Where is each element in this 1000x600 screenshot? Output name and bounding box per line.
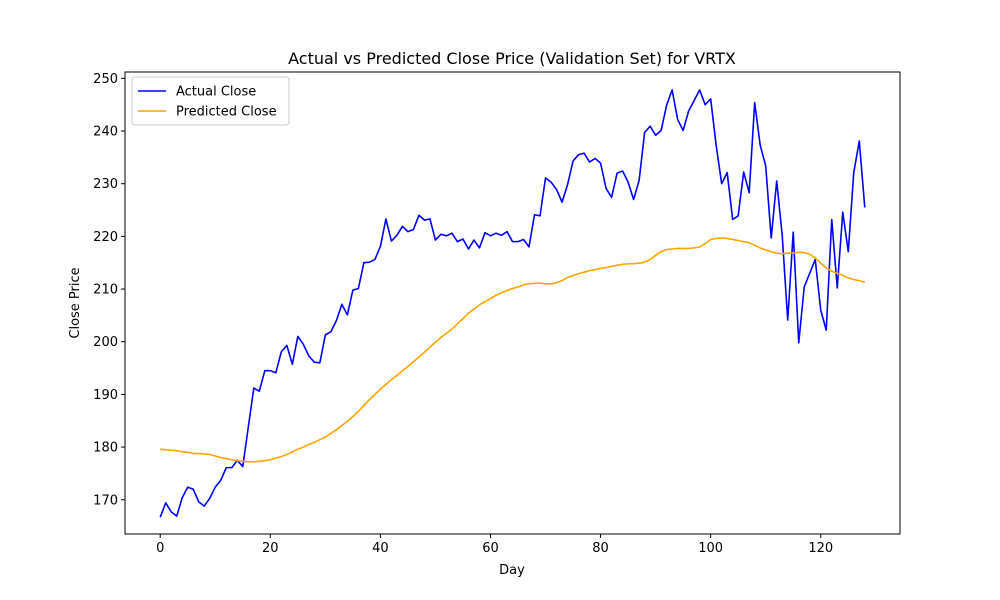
plot-area-frame — [124, 71, 901, 535]
legend-label-0: Actual Close — [176, 85, 256, 100]
x-tick-label: 120 — [808, 541, 833, 556]
chart-title: Actual vs Predicted Close Price (Validat… — [288, 49, 736, 68]
y-tick-label: 240 — [93, 125, 118, 140]
x-tick-label: 40 — [372, 541, 389, 556]
y-tick-label: 230 — [93, 177, 118, 192]
y-tick-label: 210 — [93, 283, 118, 298]
y-axis: 170 180 190 200 210 220 230 240 250 — [93, 72, 125, 508]
y-tick-label: 180 — [93, 441, 118, 456]
x-tick-label: 60 — [482, 541, 499, 556]
y-tick-label: 250 — [93, 72, 118, 87]
plot-series — [159, 89, 866, 518]
x-tick-label: 0 — [156, 541, 164, 556]
y-tick-label: 190 — [93, 388, 118, 403]
x-axis-label: Day — [499, 563, 525, 578]
legend-label-1: Predicted Close — [176, 105, 277, 120]
legend-box — [131, 76, 290, 126]
x-tick-label: 20 — [262, 541, 279, 556]
x-axis: 0 20 40 60 80 100 120 — [156, 534, 833, 556]
series-line-1 — [160, 237, 865, 463]
series-line-0 — [159, 89, 866, 518]
y-tick-label: 200 — [93, 335, 118, 350]
x-tick-label: 100 — [698, 541, 723, 556]
y-axis-label: Close Price — [68, 267, 83, 338]
y-tick-label: 170 — [93, 493, 118, 508]
legend: Actual Close Predicted Close — [131, 76, 290, 126]
y-tick-label: 220 — [93, 230, 118, 245]
x-tick-label: 80 — [592, 541, 609, 556]
